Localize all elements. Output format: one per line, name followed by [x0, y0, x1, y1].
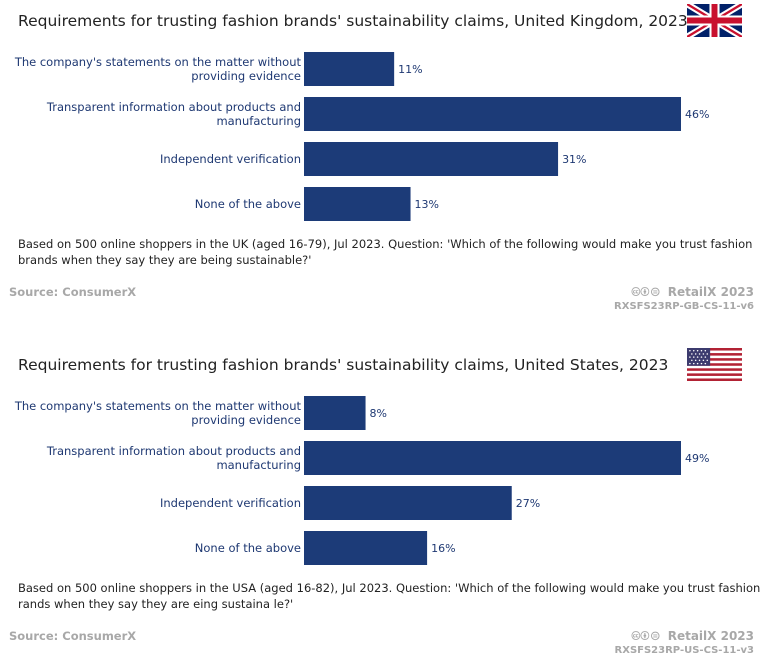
category-label: None of the above	[195, 197, 301, 211]
category-label: Transparent information about products a…	[46, 100, 301, 114]
value-label: 46%	[685, 108, 709, 121]
category-label: None of the above	[195, 541, 301, 555]
chart-title: Requirements for trusting fashion brands…	[18, 356, 669, 374]
category-label: The company's statements on the matter w…	[14, 55, 302, 69]
cc-license-icon: 🅭🅯⊜	[631, 629, 662, 644]
bar-3	[304, 142, 559, 176]
chart-title: Requirements for trusting fashion brands…	[18, 12, 688, 30]
us-chart-panel: Requirements for trusting fashion brands…	[0, 344, 771, 669]
value-label: 16%	[431, 542, 455, 555]
bar-4	[304, 187, 411, 221]
brand-credit: 🅭🅯⊜ RetailX 2023	[632, 628, 754, 644]
bar-chart: The company's statements on the matter w…	[14, 396, 709, 565]
bar-4	[304, 531, 428, 565]
category-label: Independent verification	[160, 152, 301, 166]
bar-chart: The company's statements on the matter w…	[14, 52, 709, 221]
category-label: providing evidence	[191, 413, 301, 427]
category-label: The company's statements on the matter w…	[14, 399, 302, 413]
us-flag-icon	[687, 348, 742, 381]
value-label: 49%	[685, 452, 709, 465]
value-label: 13%	[415, 198, 439, 211]
uk-chart-panel: Requirements for trusting fashion brands…	[0, 0, 771, 325]
value-label: 31%	[562, 153, 586, 166]
chart-note: Based on 500 online shoppers in the USA …	[18, 581, 761, 611]
source-text: Source: ConsumerX	[9, 629, 137, 643]
brand-credit: 🅭🅯⊜ RetailX 2023	[632, 284, 754, 300]
value-label: 11%	[398, 63, 422, 76]
category-label: manufacturing	[216, 458, 301, 472]
bar-1	[304, 396, 366, 430]
cc-license-icon: 🅭🅯⊜	[631, 285, 662, 300]
chart-code: RXSFS23RP-US-CS-11-v3	[614, 645, 754, 656]
brand-text: RetailX 2023	[667, 285, 754, 299]
bar-2	[304, 97, 681, 131]
chart-note: Based on 500 online shoppers in the UK (…	[18, 237, 753, 267]
brand-text: RetailX 2023	[667, 629, 754, 643]
category-label: providing evidence	[191, 69, 301, 83]
source-text: Source: ConsumerX	[9, 285, 137, 299]
chart-code: RXSFS23RP-GB-CS-11-v6	[614, 301, 754, 312]
category-label: manufacturing	[216, 114, 301, 128]
value-label: 8%	[370, 407, 387, 420]
category-label: Independent verification	[160, 496, 301, 510]
bar-1	[304, 52, 395, 86]
value-label: 27%	[516, 497, 540, 510]
category-label: Transparent information about products a…	[46, 444, 301, 458]
bar-2	[304, 441, 681, 475]
uk-flag-icon	[687, 4, 742, 37]
bar-3	[304, 486, 512, 520]
